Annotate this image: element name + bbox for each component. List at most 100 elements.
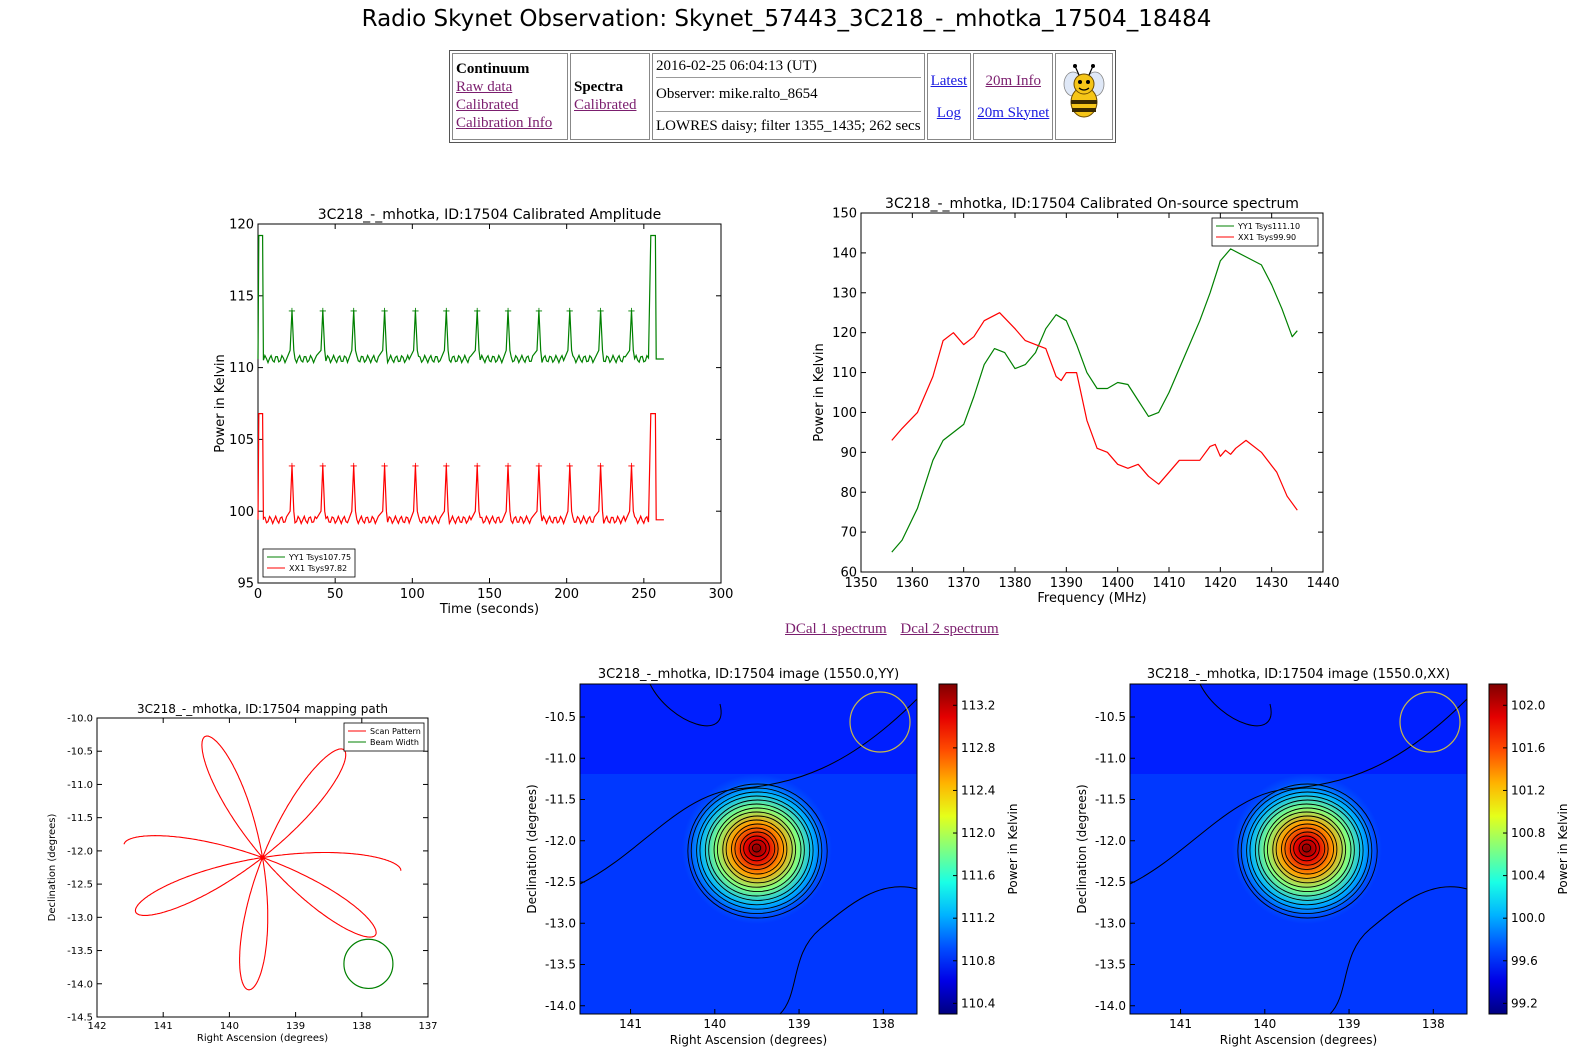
y-tick-label: 90	[840, 446, 857, 461]
peak-marker: +	[596, 306, 604, 317]
x-tick-label: 1360	[896, 576, 929, 591]
beam-width-circle	[343, 938, 394, 990]
y-tick-label: -11.0	[545, 751, 576, 765]
legend-label: YY1 Tsys107.75	[288, 553, 351, 562]
peak-marker: +	[504, 461, 512, 472]
spectrum-line-0	[891, 248, 1298, 553]
peak-marker: +	[380, 306, 388, 317]
contour-line	[716, 811, 797, 888]
y-tick-label: -14.5	[67, 1013, 93, 1024]
contour-line	[1289, 831, 1326, 866]
heatmap-top-shade	[1130, 684, 1467, 774]
x-tick-label: 141	[154, 1021, 173, 1032]
y-tick-label: -14.0	[545, 999, 576, 1013]
y-tick-label: -10.0	[67, 714, 93, 725]
x-tick-label: 140	[220, 1021, 239, 1032]
spectra-heading: Spectra	[574, 79, 624, 95]
plot-frame	[860, 212, 1324, 573]
colorbar-tick-label: 100.0	[1511, 911, 1545, 925]
legend-label: Scan Pattern	[370, 727, 421, 736]
x-tick-label: 1420	[1204, 576, 1237, 591]
x-tick-label: 50	[327, 587, 344, 602]
x-tick-label: 250	[631, 587, 656, 602]
contour-line	[731, 823, 784, 875]
20m-skynet-link[interactable]: 20m Skynet	[977, 104, 1050, 121]
peak-marker: +	[473, 306, 481, 317]
peak-marker: +	[566, 461, 574, 472]
contour-line	[1301, 843, 1312, 853]
peak-marker: +	[535, 306, 543, 317]
dcal1-spectrum-link[interactable]: DCal 1 spectrum	[785, 621, 887, 637]
x-axis-label: Right Ascension (degrees)	[197, 1033, 328, 1044]
y-tick-label: 130	[832, 286, 857, 301]
legend-label: Beam Width	[370, 738, 419, 747]
peak-marker: +	[442, 306, 450, 317]
calibration-info-link[interactable]: Calibration Info	[456, 115, 553, 131]
x-tick-label: 1400	[1101, 576, 1134, 591]
legend-label: XX1 Tsys99.90	[1238, 233, 1296, 242]
y-tick-label: 150	[832, 207, 857, 222]
y-tick-label: -12.5	[67, 880, 93, 891]
calibrated-spectra-link[interactable]: Calibrated	[574, 97, 637, 113]
plot-frame	[96, 717, 429, 1018]
continuum-heading: Continuum	[456, 61, 530, 77]
colorbar-tick-label: 100.4	[1511, 869, 1545, 883]
contour-line	[1293, 835, 1320, 862]
contour-line	[722, 815, 793, 884]
y-tick-label: -11.0	[67, 780, 93, 791]
legend-box	[343, 722, 425, 752]
y-tick-label: 80	[840, 486, 857, 501]
heatmap-top-shade	[580, 684, 917, 774]
legend-box	[1211, 217, 1319, 247]
y-tick-label: -13.5	[1095, 958, 1126, 972]
dcal2-spectrum-link[interactable]: Dcal 2 spectrum	[900, 621, 999, 637]
peak-marker: +	[411, 306, 419, 317]
contour-line	[1275, 819, 1338, 879]
contour-line	[1258, 803, 1355, 897]
y-tick-label: 110	[229, 361, 254, 376]
logo-cell	[1055, 53, 1114, 140]
y-tick-label: 95	[237, 577, 254, 592]
raw-data-link[interactable]: Raw data	[456, 79, 513, 95]
x-tick-label: 1440	[1306, 576, 1339, 591]
y-tick-label: -11.5	[1095, 793, 1126, 807]
colorbar-tick-label: 102.0	[1511, 698, 1545, 712]
x-tick-label: 138	[872, 1017, 895, 1031]
contour-line	[687, 783, 828, 919]
latest-link[interactable]: Latest	[930, 72, 968, 89]
colorbar	[1488, 683, 1508, 1015]
x-tick-label: 138	[352, 1021, 371, 1032]
y-axis-label: Power in Kelvin	[812, 343, 827, 441]
colorbar-tick-label: 99.6	[1511, 954, 1538, 968]
20m-info-link[interactable]: 20m Info	[985, 72, 1041, 89]
peak-marker: +	[319, 461, 327, 472]
y-tick-label: -13.5	[67, 946, 93, 957]
nav-cell: Latest Log	[926, 53, 972, 140]
amplitude-chart: 0 50 100 150 200 250 300 95 100 105 110 115 120 3C218…	[213, 207, 733, 617]
peak-marker: +	[380, 461, 388, 472]
source-blob	[1231, 774, 1382, 924]
contour-line	[1263, 807, 1352, 893]
x-tick-label: 1380	[998, 576, 1031, 591]
contour-line	[699, 795, 814, 906]
plot-frame	[579, 683, 918, 1015]
y-tick-label: -12.5	[545, 875, 576, 889]
y-tick-label: 120	[229, 218, 254, 233]
x-tick-label: 137	[418, 1021, 437, 1032]
legend-label: XX1 Tsys97.82	[289, 564, 347, 573]
peak-marker: +	[566, 306, 574, 317]
plot-frame	[1129, 683, 1468, 1015]
log-link[interactable]: Log	[936, 104, 961, 121]
y-tick-label: 100	[229, 505, 254, 520]
contour-line	[713, 807, 802, 893]
contour-line	[748, 839, 767, 857]
colorbar-tick-label: 112.4	[961, 783, 995, 797]
x-tick-label: 140	[1253, 1017, 1276, 1031]
calibrated-continuum-link[interactable]: Calibrated	[456, 97, 519, 113]
y-tick-label: -10.5	[1095, 710, 1126, 724]
details-cell: 2016-02-25 06:04:13 (UT) Observer: mike.…	[652, 53, 925, 140]
chart-title: 3C218_-_mhotka, ID:17504 image (1550.0,X…	[1147, 667, 1450, 682]
y-tick-label: -13.0	[1095, 916, 1126, 930]
peak-marker: +	[473, 461, 481, 472]
contour-line	[734, 827, 779, 871]
